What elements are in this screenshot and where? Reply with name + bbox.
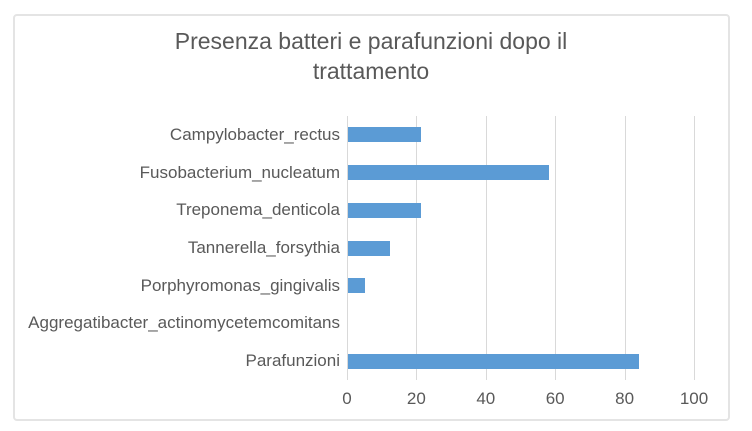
gridline [624,116,626,380]
bar [348,127,421,143]
category-label: Treponema_denticola [176,200,340,220]
category-label: Porphyromonas_gingivalis [140,275,340,295]
gridline [485,116,487,380]
chart-title: Presenza batteri e parafunzioni dopo il … [174,28,568,84]
bar [348,165,550,181]
bar [348,353,640,369]
bar [348,278,366,294]
gridline [347,116,348,380]
category-label: Parafunzioni [245,351,340,371]
bar [348,202,421,218]
category-label: Fusobacterium_nucleatum [139,162,340,182]
x-tick-label: 60 [545,389,565,408]
gridline [555,116,557,380]
x-tick-label: 20 [406,389,426,408]
category-label: Aggregatibacter_actinomycetemcomitans [28,313,340,333]
category-label: Tannerella_forsythia [187,238,340,257]
x-tick-label: 80 [615,389,635,408]
bar [348,240,390,256]
gridline [416,116,418,380]
x-tick-label: 0 [342,389,352,408]
category-label: Campylobacter_rectus [169,124,340,144]
x-tick-label: 40 [476,389,496,408]
gridline [694,116,695,380]
x-tick-label: 100 [679,389,709,408]
